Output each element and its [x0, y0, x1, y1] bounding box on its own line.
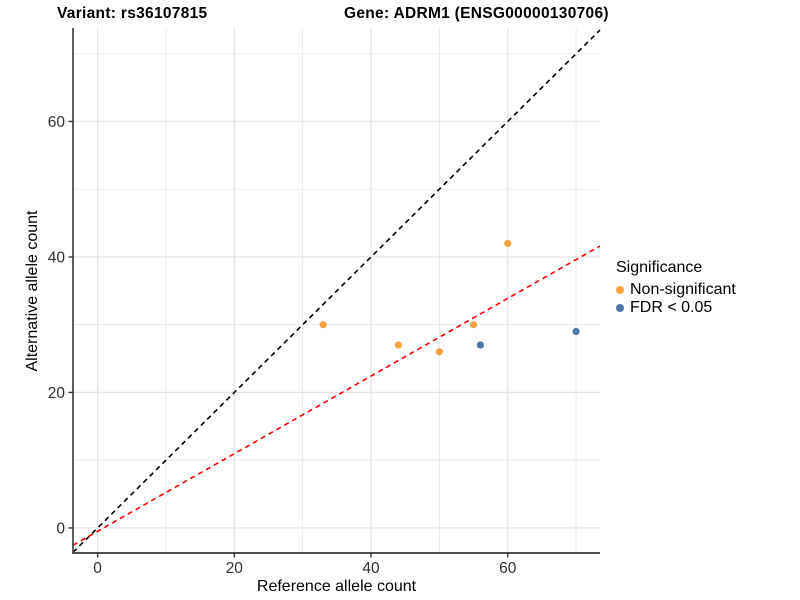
y-tick-label: 0 — [56, 520, 65, 537]
data-point — [572, 327, 580, 336]
legend-label-nonsignificant: Non-significant — [630, 281, 736, 298]
x-tick-label: 40 — [362, 560, 380, 577]
fdr-dot-icon — [616, 304, 624, 312]
nonsignificant-dot-icon — [616, 286, 624, 294]
data-point — [319, 321, 327, 329]
legend-label-fdr: FDR < 0.05 — [630, 299, 713, 316]
legend-title: Significance — [616, 259, 703, 276]
identity-line — [72, 29, 601, 553]
data-point — [469, 321, 478, 329]
y-axis-title: Alternative allele count — [24, 210, 41, 372]
data-point — [476, 341, 484, 349]
data-point — [394, 341, 402, 349]
legend: Significance Non-significant FDR < 0.05 — [616, 259, 736, 317]
fit-line — [72, 245, 601, 546]
y-tick-label: 60 — [48, 114, 66, 131]
x-tick-label: 60 — [499, 560, 517, 577]
y-tick-label: 40 — [48, 249, 66, 266]
data-point — [504, 239, 512, 248]
gene-title: Gene: ADRM1 (ENSG00000130706) — [344, 5, 609, 22]
y-tick-label: 20 — [48, 385, 66, 402]
variant-title: Variant: rs36107815 — [57, 5, 208, 22]
legend-item-fdr: FDR < 0.05 — [616, 299, 736, 317]
legend-item-nonsignificant: Non-significant — [616, 281, 736, 299]
x-axis-title: Reference allele count — [256, 578, 417, 595]
x-tick-label: 0 — [93, 560, 102, 577]
data-point — [435, 348, 443, 356]
x-tick-label: 20 — [226, 560, 244, 577]
